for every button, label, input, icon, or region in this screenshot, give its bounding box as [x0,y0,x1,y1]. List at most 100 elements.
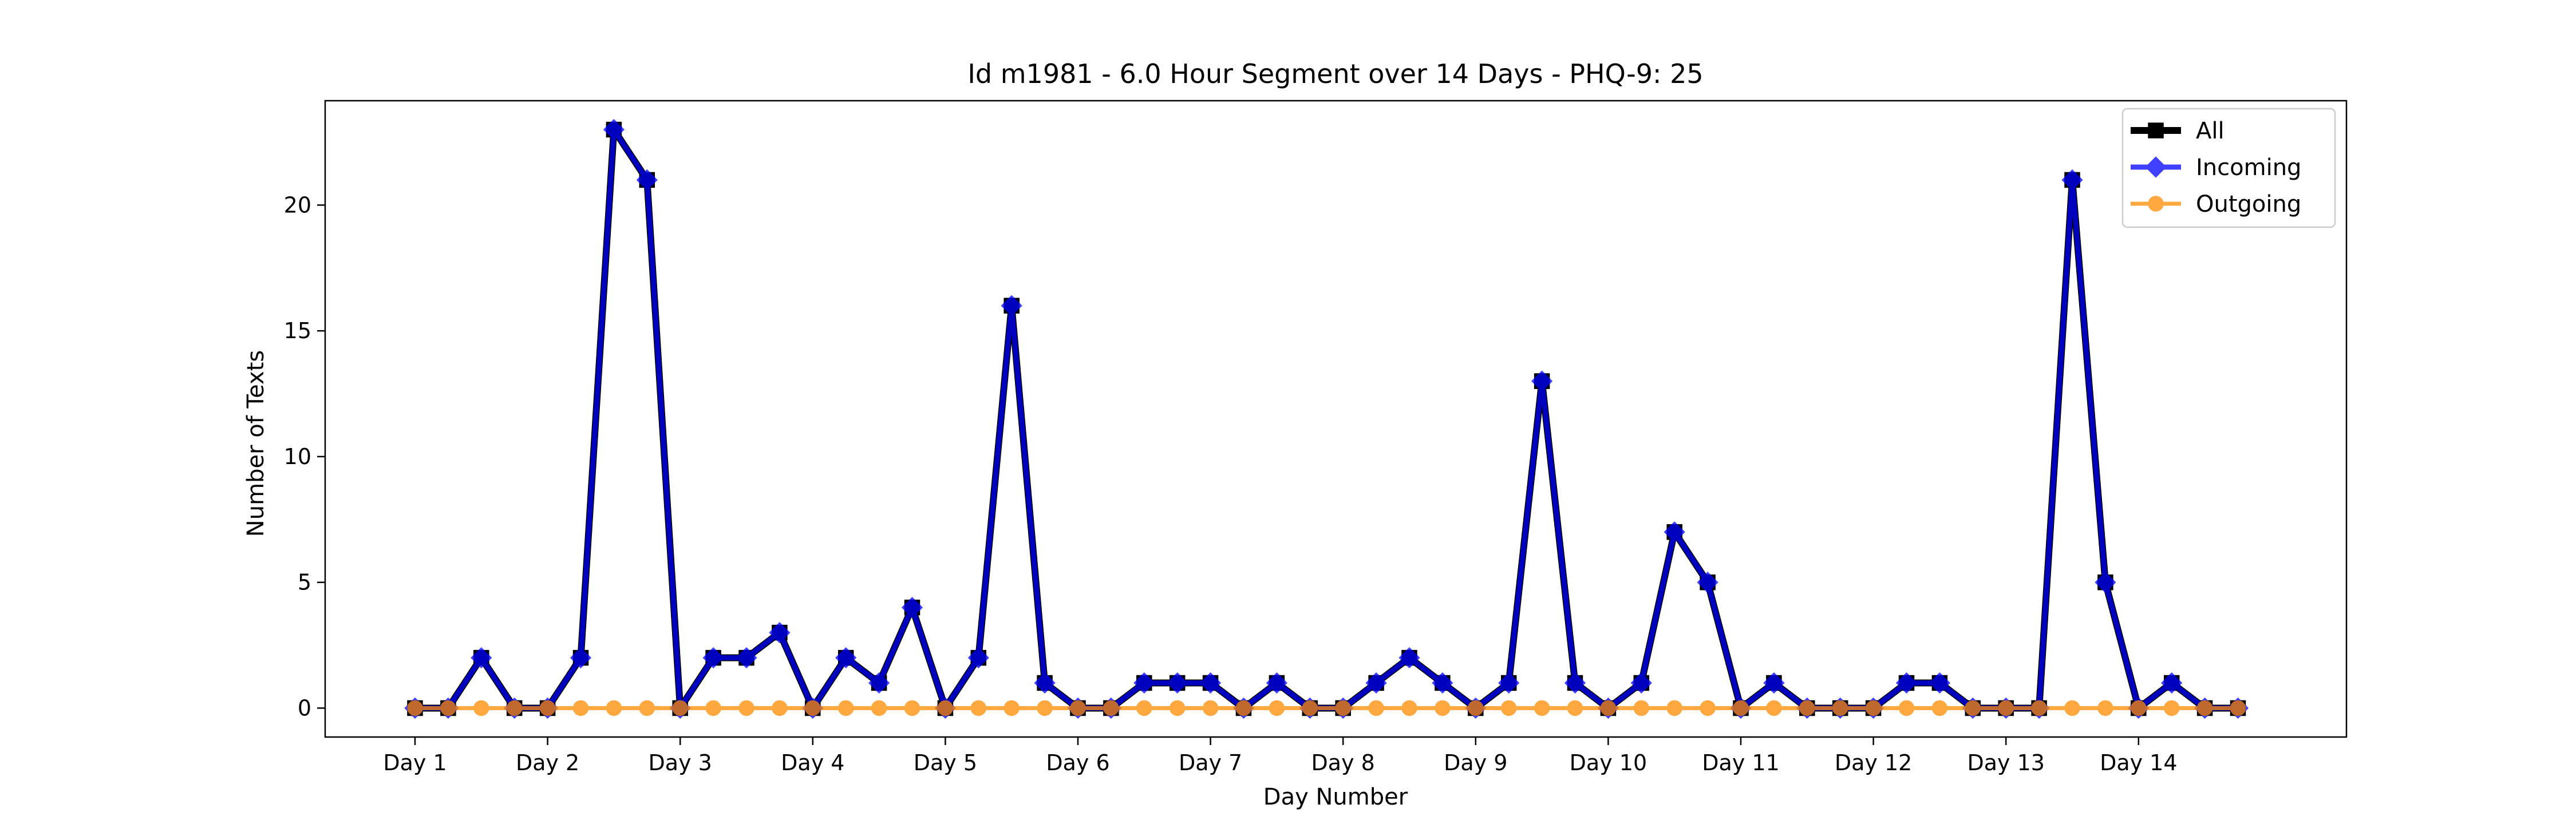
data-point [1733,700,1749,716]
data-point [1302,700,1318,716]
data-point [1003,700,1020,716]
y-tick-label: 15 [284,318,311,343]
y-axis-label: Number of Texts [243,350,269,537]
data-point [1199,672,1222,694]
data-point [1368,700,1384,716]
data-point [1998,700,2014,716]
data-point [1365,672,1387,694]
data-point [1567,700,1583,716]
data-point [1931,700,1948,716]
data-point [970,700,987,716]
data-point [1435,700,1451,716]
y-tick-label: 5 [298,570,311,595]
data-point [702,647,724,669]
y-tick-label: 0 [298,695,311,720]
data-point [1103,700,1119,716]
x-tick-label: Day 5 [914,750,977,775]
data-point [805,700,821,716]
data-point [772,700,788,716]
data-point [1235,700,1252,716]
data-point [871,700,887,716]
data-point [1037,700,1053,716]
data-point [1070,700,1086,716]
data-point [736,647,757,669]
legend-marker [2145,156,2167,178]
data-point [1531,370,1553,392]
data-point [1600,700,1617,716]
legend-label: Incoming [2196,154,2301,181]
data-point [967,647,989,669]
data-point [1266,672,1288,694]
data-point [2095,572,2116,593]
data-point [901,597,923,619]
data-point [1929,672,1951,694]
data-point [539,700,556,716]
x-tick-label: Day 8 [1311,750,1375,775]
x-tick-label: Day 11 [1702,750,1779,775]
data-point [471,647,492,669]
series-line [415,126,2238,712]
legend-item [2131,196,2181,212]
x-tick-label: Day 4 [781,750,844,775]
data-point [636,169,658,191]
data-point [603,118,625,141]
data-point [407,700,423,716]
data-point [2031,700,2047,716]
data-point [1766,700,1782,716]
x-axis-label: Day Number [1263,784,1408,810]
y-axis: 0 5 10 15 20 [284,192,325,720]
plot-frame [324,100,2348,738]
data-point [835,647,857,669]
legend: All Incoming Outgoing [2121,108,2336,228]
data-point [1898,700,1915,716]
data-point [937,700,954,716]
legend-item [2131,122,2181,138]
data-point [1564,672,1586,694]
data-point [1269,700,1285,716]
x-tick-label: Day 1 [383,750,447,775]
data-point [1133,672,1155,694]
data-point [473,700,489,716]
data-point [1136,700,1152,716]
data-point [1169,700,1186,716]
data-point [1865,700,1882,716]
data-point [672,700,688,716]
y-tick-label: 20 [284,192,311,217]
data-point [1763,672,1785,694]
data-point [2230,700,2246,716]
data-point [1965,700,1981,716]
data-point [1832,700,1848,716]
x-tick-label: Day 7 [1179,750,1242,775]
data-point [1534,700,1550,716]
data-point [1202,700,1219,716]
plot-area [404,118,2249,719]
data-point [1700,700,1716,716]
data-point [2131,700,2147,716]
x-tick-label: Day 14 [2100,750,2177,775]
data-point [440,700,456,716]
data-point [1034,672,1056,694]
data-point [2064,700,2080,716]
data-point [1895,672,1918,694]
x-tick-label: Day 12 [1835,750,1912,775]
x-tick-label: Day 10 [1570,750,1647,775]
data-point [2161,672,2183,694]
data-point [705,700,721,716]
x-tick-label: Day 2 [516,750,579,775]
data-point [1468,700,1484,716]
data-point [1001,295,1022,316]
series-all [407,121,2246,716]
data-point [868,672,890,694]
data-point [1633,700,1650,716]
legend-marker [2148,122,2164,138]
series-incoming [404,118,2249,719]
data-point [2061,169,2083,191]
data-point [570,647,592,669]
series-outgoing [407,700,2246,716]
data-point [639,700,655,716]
data-point [738,700,754,716]
data-point [1498,672,1520,694]
data-point [506,700,523,716]
legend-box [2121,108,2336,228]
